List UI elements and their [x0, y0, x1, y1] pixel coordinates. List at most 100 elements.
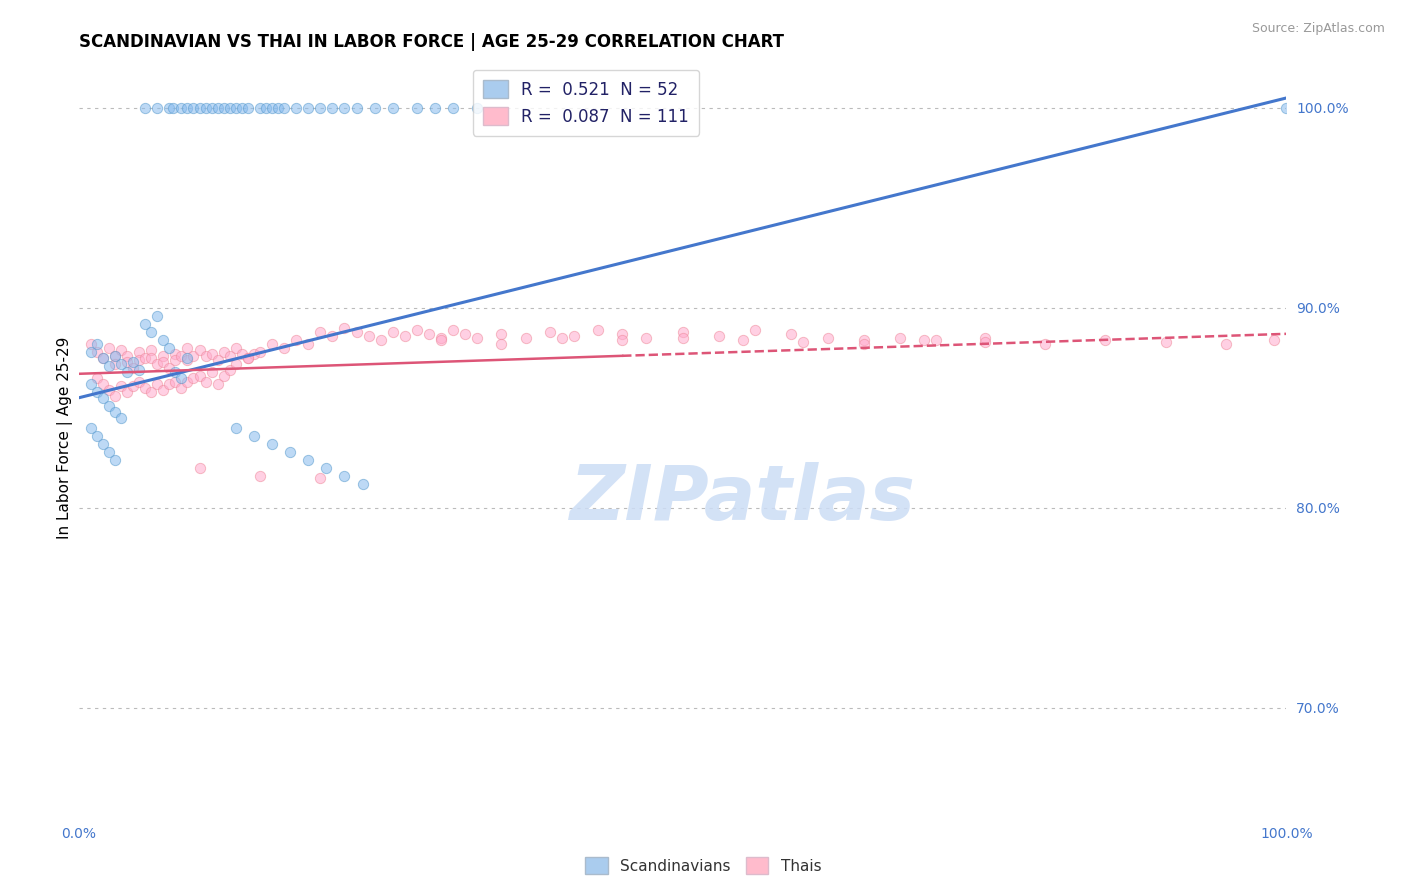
Point [333, 101, 356, 115]
Point [454, 326, 477, 341]
Point [200, 101, 222, 115]
Point [91, 391, 114, 405]
Point [115, 349, 138, 363]
Point [86, 429, 108, 443]
Point [128, 344, 150, 359]
Point [80, 421, 103, 435]
Point [260, 336, 283, 351]
Legend: Scandinavians, Thais: Scandinavians, Thais [578, 851, 828, 880]
Point [236, 101, 259, 115]
Point [91, 376, 114, 391]
Point [152, 383, 174, 397]
Point [267, 101, 290, 115]
Point [381, 325, 404, 339]
Point [491, 326, 513, 341]
Point [321, 328, 343, 343]
Point [91, 351, 114, 365]
Legend: R =  0.521  N = 52, R =  0.087  N = 111: R = 0.521 N = 52, R = 0.087 N = 111 [472, 70, 699, 136]
Point [731, 333, 754, 347]
Point [152, 333, 174, 347]
Point [194, 349, 217, 363]
Point [165, 352, 187, 367]
Point [165, 347, 187, 361]
Point [80, 344, 103, 359]
Point [612, 333, 634, 347]
Point [1215, 336, 1237, 351]
Point [97, 444, 120, 458]
Point [97, 359, 120, 373]
Point [1275, 101, 1298, 115]
Point [612, 326, 634, 341]
Point [110, 410, 132, 425]
Point [122, 355, 145, 369]
Point [381, 101, 404, 115]
Point [273, 101, 295, 115]
Point [346, 325, 368, 339]
Point [792, 334, 814, 349]
Point [207, 376, 229, 391]
Point [152, 349, 174, 363]
Text: SCANDINAVIAN VS THAI IN LABOR FORCE | AGE 25-29 CORRELATION CHART: SCANDINAVIAN VS THAI IN LABOR FORCE | AG… [79, 33, 783, 51]
Point [183, 101, 205, 115]
Point [157, 101, 180, 115]
Point [254, 101, 277, 115]
Point [441, 101, 464, 115]
Point [780, 326, 803, 341]
Point [183, 371, 205, 385]
Point [309, 101, 332, 115]
Text: ZIPatlas: ZIPatlas [569, 461, 915, 535]
Point [104, 405, 127, 419]
Point [249, 344, 271, 359]
Point [225, 421, 247, 435]
Point [146, 309, 169, 323]
Point [115, 365, 138, 379]
Point [80, 336, 103, 351]
Point [141, 384, 163, 399]
Point [170, 371, 193, 385]
Point [515, 331, 537, 345]
Point [134, 351, 156, 365]
Point [315, 460, 337, 475]
Point [194, 101, 217, 115]
Point [176, 352, 198, 367]
Point [122, 360, 145, 375]
Point [91, 351, 114, 365]
Point [925, 333, 948, 347]
Point [188, 460, 211, 475]
Point [406, 323, 429, 337]
Point [170, 101, 193, 115]
Point [188, 343, 211, 357]
Point [406, 101, 429, 115]
Point [297, 336, 319, 351]
Point [162, 101, 184, 115]
Point [586, 323, 609, 337]
Point [321, 101, 343, 115]
Point [115, 384, 138, 399]
Point [157, 360, 180, 375]
Point [91, 437, 114, 451]
Text: Source: ZipAtlas.com: Source: ZipAtlas.com [1251, 22, 1385, 36]
Point [115, 355, 138, 369]
Point [104, 452, 127, 467]
Point [346, 101, 368, 115]
Point [152, 355, 174, 369]
Point [146, 376, 169, 391]
Point [231, 347, 253, 361]
Point [104, 349, 127, 363]
Point [225, 101, 247, 115]
Point [1033, 336, 1056, 351]
Point [671, 331, 693, 345]
Point [157, 341, 180, 355]
Point [86, 336, 108, 351]
Point [418, 326, 440, 341]
Point [423, 101, 446, 115]
Point [297, 452, 319, 467]
Point [170, 381, 193, 395]
Point [243, 429, 266, 443]
Point [134, 381, 156, 395]
Point [176, 341, 198, 355]
Point [278, 444, 301, 458]
Point [110, 379, 132, 393]
Point [104, 357, 127, 371]
Point [273, 341, 295, 355]
